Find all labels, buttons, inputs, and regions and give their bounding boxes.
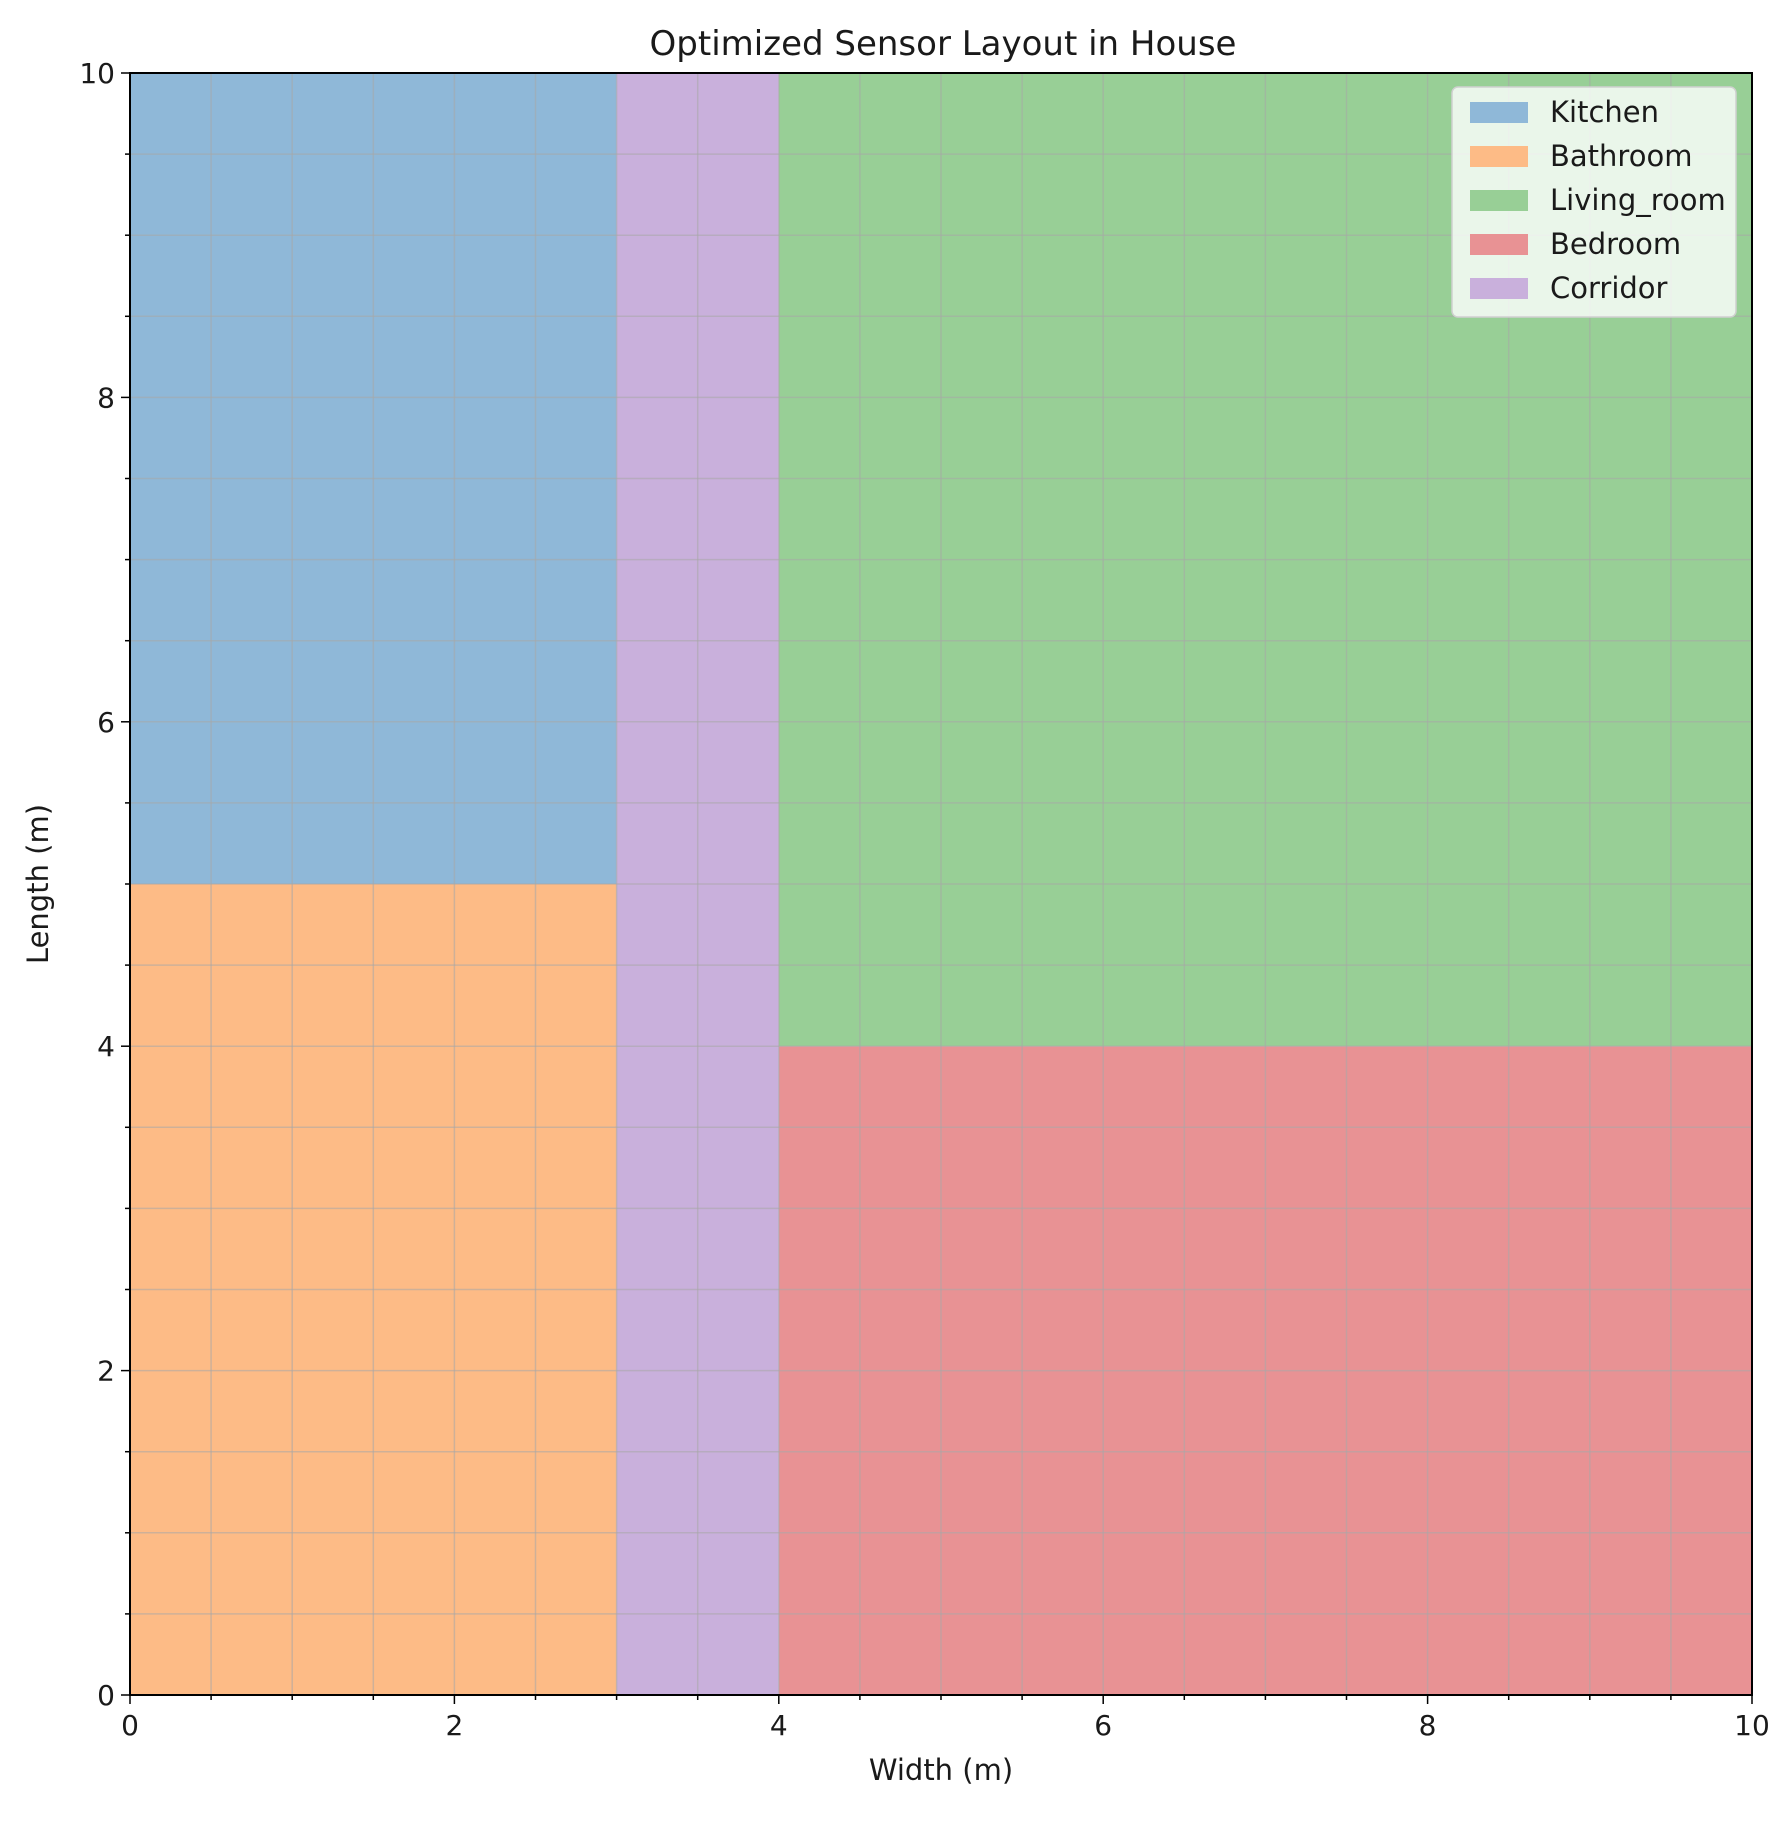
y-tick-label: 8 <box>97 381 115 414</box>
x-tick-label: 10 <box>1734 1709 1770 1742</box>
y-tick-label: 6 <box>97 706 115 739</box>
legend-label: Living_room <box>1550 183 1726 217</box>
x-tick-label: 4 <box>770 1709 788 1742</box>
x-tick-label: 6 <box>1094 1709 1112 1742</box>
grid-lines <box>129 72 1753 1696</box>
x-axis-ticks: 0 2 4 6 8 10 <box>121 1695 1770 1742</box>
legend-label: Kitchen <box>1550 95 1659 129</box>
legend-swatch-bathroom <box>1470 146 1528 167</box>
legend-swatch-living-room <box>1470 190 1528 211</box>
y-axis-ticks: 0 2 4 6 8 10 <box>79 57 130 1712</box>
x-tick-label: 2 <box>445 1709 463 1742</box>
y-tick-label: 4 <box>97 1030 115 1063</box>
legend-box <box>1451 86 1737 318</box>
chart-title: Optimized Sensor Layout in House <box>650 24 1237 64</box>
x-tick-label: 8 <box>1419 1709 1437 1742</box>
legend-label: Bedroom <box>1550 227 1681 261</box>
legend: Kitchen Bathroom Living_room Bedroom Corrido… <box>1451 86 1737 318</box>
legend-swatch-kitchen <box>1470 102 1528 123</box>
legend-swatch-bedroom <box>1470 234 1528 255</box>
y-tick-label: 0 <box>97 1679 115 1712</box>
y-tick-label: 2 <box>97 1355 115 1388</box>
legend-swatch-corridor <box>1470 278 1528 299</box>
y-axis-label: Length (m) <box>21 804 55 964</box>
legend-label: Corridor <box>1550 271 1668 305</box>
x-tick-label: 0 <box>121 1709 139 1742</box>
y-tick-label: 10 <box>79 57 115 90</box>
legend-label: Bathroom <box>1550 139 1692 173</box>
x-axis-label: Width (m) <box>869 1753 1013 1787</box>
